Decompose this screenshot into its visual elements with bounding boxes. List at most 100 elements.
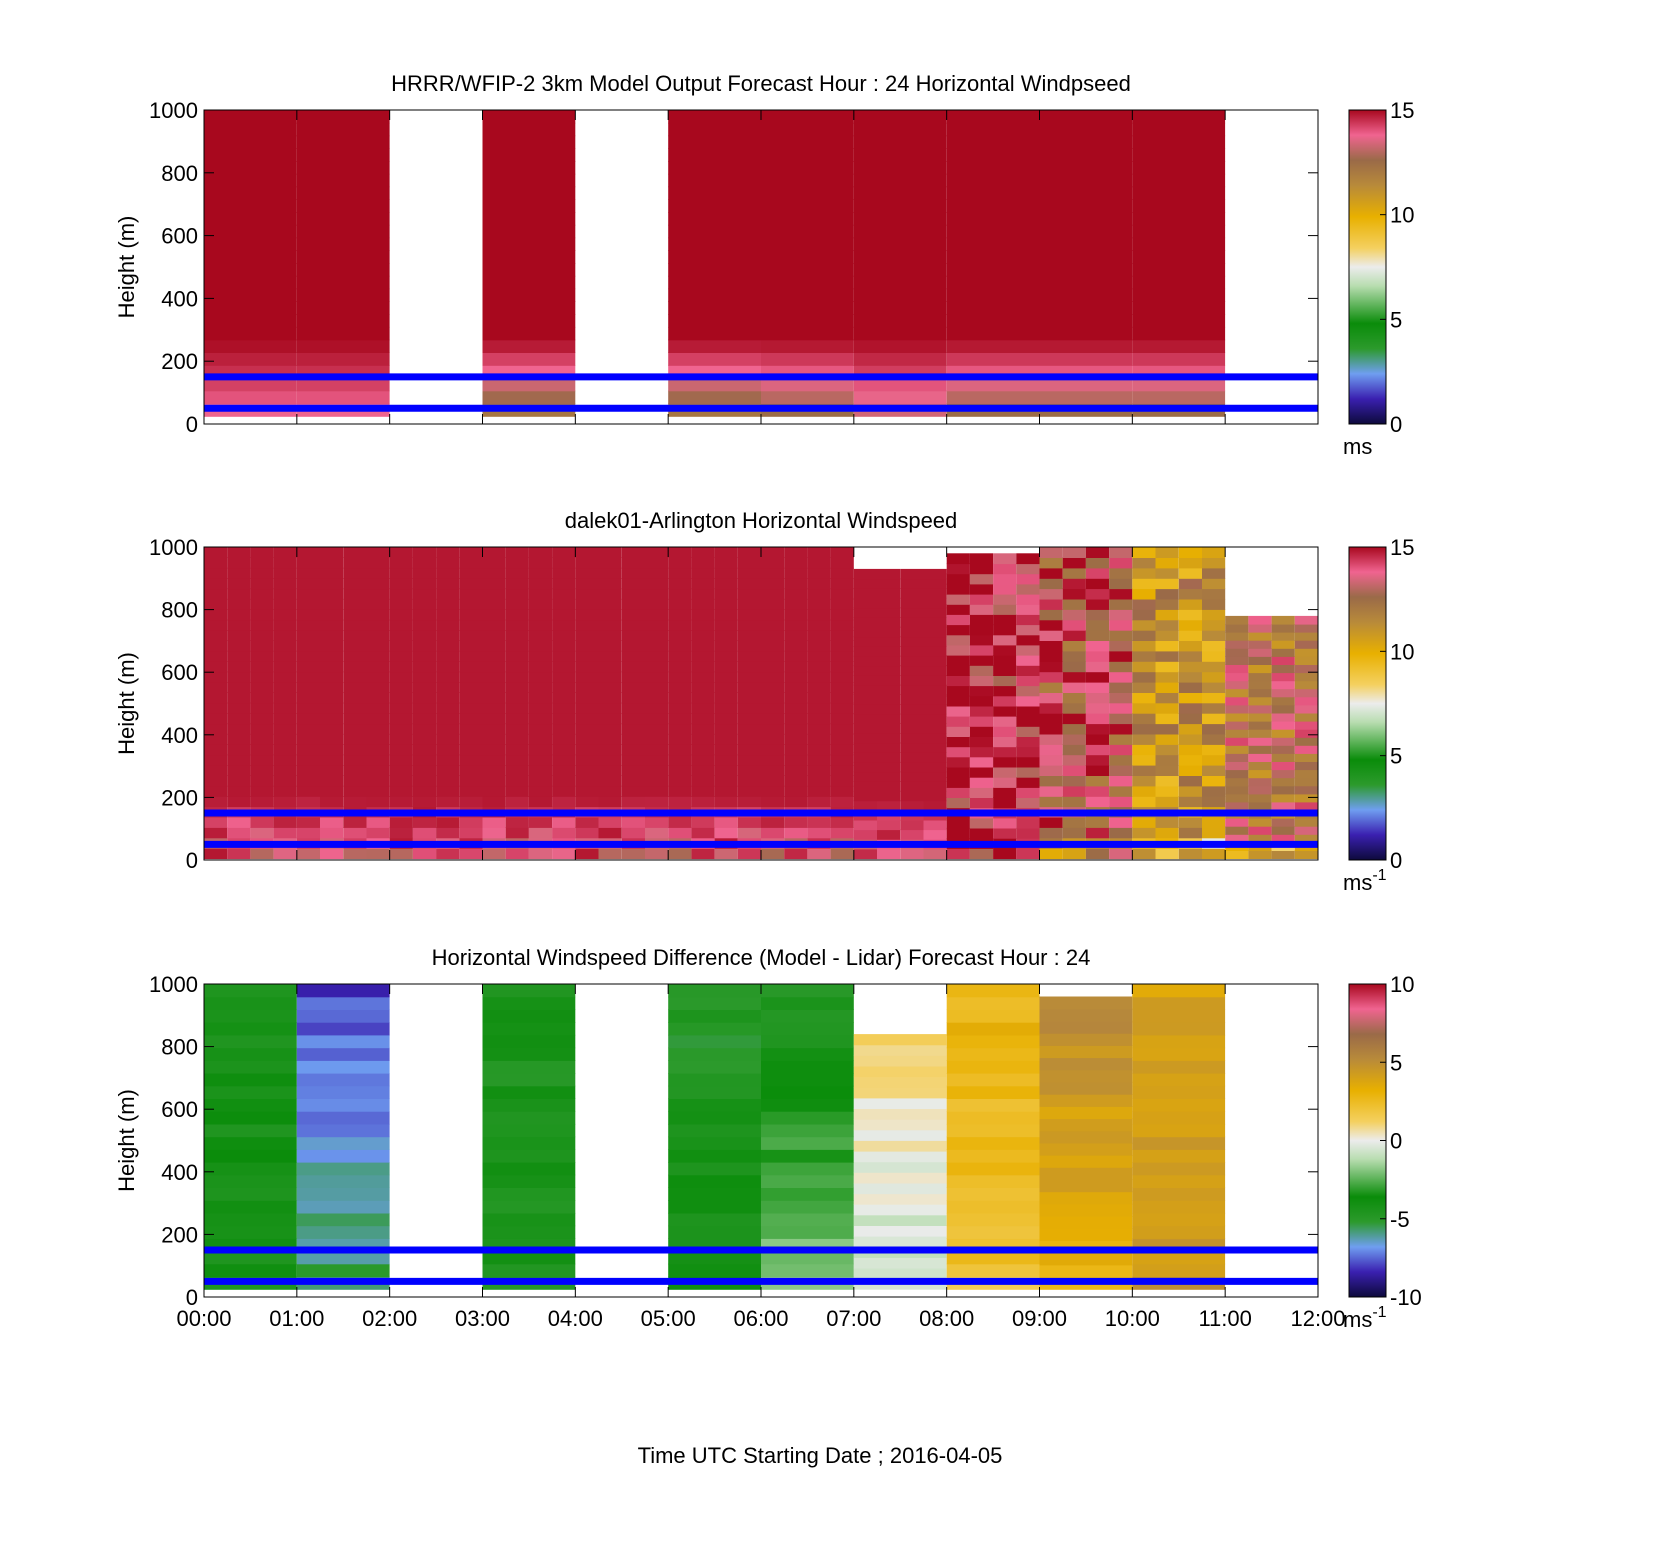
heatmap-cell (436, 609, 460, 621)
heatmap-cell (923, 597, 947, 609)
heatmap-cell (877, 733, 901, 744)
heatmap-cell (761, 1009, 854, 1023)
heatmap-cell (598, 671, 622, 683)
heatmap-cell (1039, 1203, 1133, 1217)
heatmap-cell (737, 744, 761, 756)
heatmap-cell (1039, 212, 1133, 226)
heatmap-cell (853, 578, 877, 589)
heatmap-cell (853, 684, 877, 695)
heatmap-cell (1132, 1149, 1226, 1163)
heatmap-cell (204, 377, 297, 392)
heatmap-cell (598, 640, 622, 652)
heatmap-cell (389, 567, 413, 579)
heatmap-cell (1202, 754, 1226, 766)
heatmap-cell (714, 557, 738, 569)
heatmap-cell (343, 598, 367, 610)
heatmap-cell (714, 598, 738, 610)
heatmap-cell (296, 1022, 390, 1036)
heatmap-cell (436, 598, 460, 610)
heatmap-cell (1039, 827, 1063, 839)
heatmap-cell (946, 1060, 1040, 1074)
heatmap-cell (505, 754, 529, 766)
heatmap-cell (668, 984, 761, 998)
heatmap-cell (946, 339, 1040, 353)
heatmap-cell (204, 996, 297, 1010)
heatmap-cell (482, 588, 506, 600)
heatmap-cell (668, 1225, 761, 1239)
heatmap-cell (482, 598, 506, 610)
heatmap-cell (691, 796, 715, 808)
heatmap-cell (969, 746, 994, 758)
heatmap-cell (1039, 352, 1133, 366)
heatmap-cell (296, 339, 390, 353)
heatmap-cell (621, 723, 645, 735)
heatmap-cell (807, 588, 831, 600)
heatmap-cell (645, 619, 669, 631)
heatmap-cell (273, 827, 297, 839)
heatmap-cell (1271, 615, 1295, 625)
heatmap-cell (668, 1200, 761, 1214)
heatmap-cell (946, 766, 970, 778)
heatmap-cell (853, 326, 947, 341)
heatmap-cell (830, 598, 854, 610)
heatmap-cell (877, 694, 901, 705)
heatmap-cell (1039, 848, 1063, 860)
heatmap-cell (761, 326, 854, 341)
heatmap-cell (575, 609, 599, 621)
heatmap-cell (807, 598, 831, 610)
heatmap-cell (482, 785, 506, 797)
heatmap-cell (320, 765, 344, 776)
heatmap-cell (575, 650, 599, 662)
heatmap-cell (1271, 777, 1295, 787)
heatmap-cell (296, 390, 390, 404)
heatmap-cell (528, 744, 553, 756)
heatmap-cell (1202, 547, 1226, 558)
heatmap-cell (366, 578, 390, 590)
heatmap-cell (900, 568, 924, 580)
heatmap-cell (250, 692, 274, 704)
heatmap-cell (993, 726, 1017, 737)
x-tick-label: 10:00 (1105, 1306, 1160, 1331)
heatmap-cell (1132, 339, 1226, 353)
heatmap-cell (389, 661, 413, 673)
heatmap-cell (1062, 598, 1086, 610)
heatmap-cell (528, 578, 553, 590)
heatmap-cell (227, 723, 251, 735)
heatmap-cell (807, 557, 831, 569)
heatmap-cell (575, 661, 599, 673)
heatmap-cell (761, 984, 854, 998)
heatmap-cell (528, 609, 553, 621)
heatmap-cell (877, 588, 901, 599)
heatmap-cell (853, 339, 947, 353)
heatmap-cell (552, 578, 576, 590)
heatmap-cell (204, 547, 228, 558)
heatmap-cell (1039, 650, 1063, 662)
heatmap-cell (482, 1162, 576, 1176)
heatmap-cell (923, 742, 947, 753)
heatmap-cell (204, 161, 297, 175)
heatmap-cell (645, 816, 669, 828)
heatmap-cell (1178, 588, 1202, 600)
heatmap-cell (412, 650, 437, 662)
heatmap-cell (877, 626, 901, 638)
heatmap-cell (853, 617, 877, 628)
heatmap-cell (1202, 650, 1226, 662)
heatmap-cell (436, 713, 460, 725)
heatmap-cells (204, 984, 1226, 1290)
heatmap-cell (552, 827, 576, 839)
heatmap-cell (645, 702, 669, 714)
heatmap-cell (946, 224, 1040, 239)
heatmap-cell (1132, 609, 1156, 621)
heatmap-cell (761, 1136, 854, 1150)
heatmap-cell (877, 752, 901, 763)
heatmap-cell (1225, 769, 1249, 779)
heatmap-cell (1039, 619, 1063, 631)
heatmap-cell (946, 212, 1040, 226)
heatmap-cell (668, 671, 692, 683)
heatmap-cell (296, 733, 320, 745)
heatmap-cell (946, 604, 970, 615)
heatmap-cell (969, 848, 994, 860)
heatmap-cell (528, 640, 553, 652)
heatmap-cell (1271, 648, 1295, 657)
heatmap-cell (436, 702, 460, 714)
